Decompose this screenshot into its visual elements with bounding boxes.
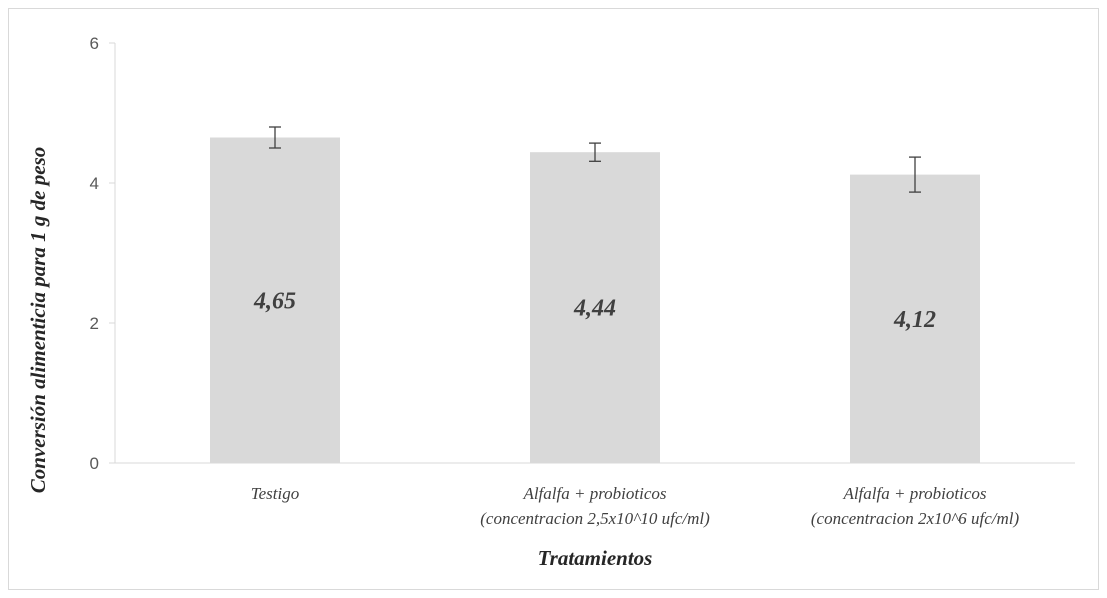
x-category-label: Alfalfa + probioticos <box>842 484 986 503</box>
bar <box>210 137 340 463</box>
y-axis-ticks: 0 2 4 6 <box>90 34 115 473</box>
x-axis-title: Tratamientos <box>538 546 653 570</box>
y-tick-label: 0 <box>90 454 99 473</box>
data-labels-group: 4,65 4,44 4,12 <box>253 288 936 333</box>
x-category-labels: Testigo Alfalfa + probioticos (concentraci… <box>251 484 1020 528</box>
bar <box>530 152 660 463</box>
data-label: 4,44 <box>573 296 616 322</box>
y-tick-label: 2 <box>90 314 99 333</box>
bar <box>850 174 980 463</box>
y-tick-label: 6 <box>90 34 99 53</box>
error-bars-group <box>269 126 921 193</box>
data-label: 4,12 <box>893 307 936 333</box>
x-category-label: (concentracion 2,5x10^10 ufc/ml) <box>480 509 710 528</box>
bars-group <box>210 137 980 463</box>
x-category-label: Alfalfa + probioticos <box>522 484 666 503</box>
x-category-label: Testigo <box>251 484 300 503</box>
data-label: 4,65 <box>253 288 296 314</box>
y-axis-title: Conversión alimenticia para 1 g de peso <box>26 147 50 494</box>
y-tick-label: 4 <box>90 174 99 193</box>
x-category-label: (concentracion 2x10^6 ufc/ml) <box>811 509 1020 528</box>
